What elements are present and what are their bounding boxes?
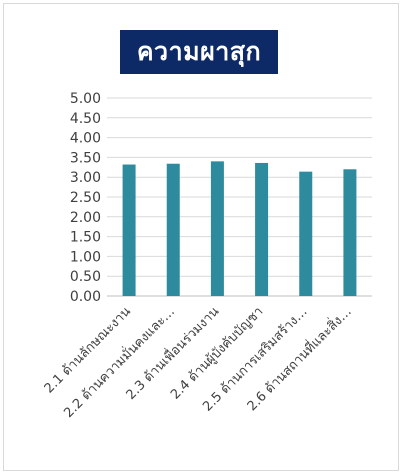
y-tick-label: 4.50 bbox=[70, 111, 101, 127]
y-tick-label: 1.50 bbox=[70, 230, 101, 246]
y-tick-label: 0.00 bbox=[70, 289, 101, 305]
bar bbox=[166, 163, 180, 296]
bar bbox=[122, 164, 136, 296]
bar bbox=[210, 161, 224, 296]
bars bbox=[122, 161, 357, 296]
y-axis: 0.00 0.50 1.00 1.50 2.00 2.50 3.00 3.50 4.00 4.50… bbox=[70, 91, 101, 305]
bar bbox=[255, 162, 269, 296]
y-tick-label: 1.00 bbox=[70, 249, 101, 265]
bar bbox=[299, 171, 313, 296]
y-tick-label: 0.50 bbox=[70, 269, 101, 285]
y-tick-label: 5.00 bbox=[70, 91, 101, 107]
y-tick-label: 2.50 bbox=[70, 190, 101, 206]
chart-title: ความผาสุก bbox=[120, 30, 278, 74]
gridlines bbox=[107, 97, 372, 297]
y-tick-label: 4.00 bbox=[70, 131, 101, 147]
y-tick-label: 3.00 bbox=[70, 170, 101, 186]
bar bbox=[343, 169, 357, 296]
y-tick-label: 2.00 bbox=[70, 210, 101, 226]
y-tick-label: 3.50 bbox=[70, 150, 101, 166]
